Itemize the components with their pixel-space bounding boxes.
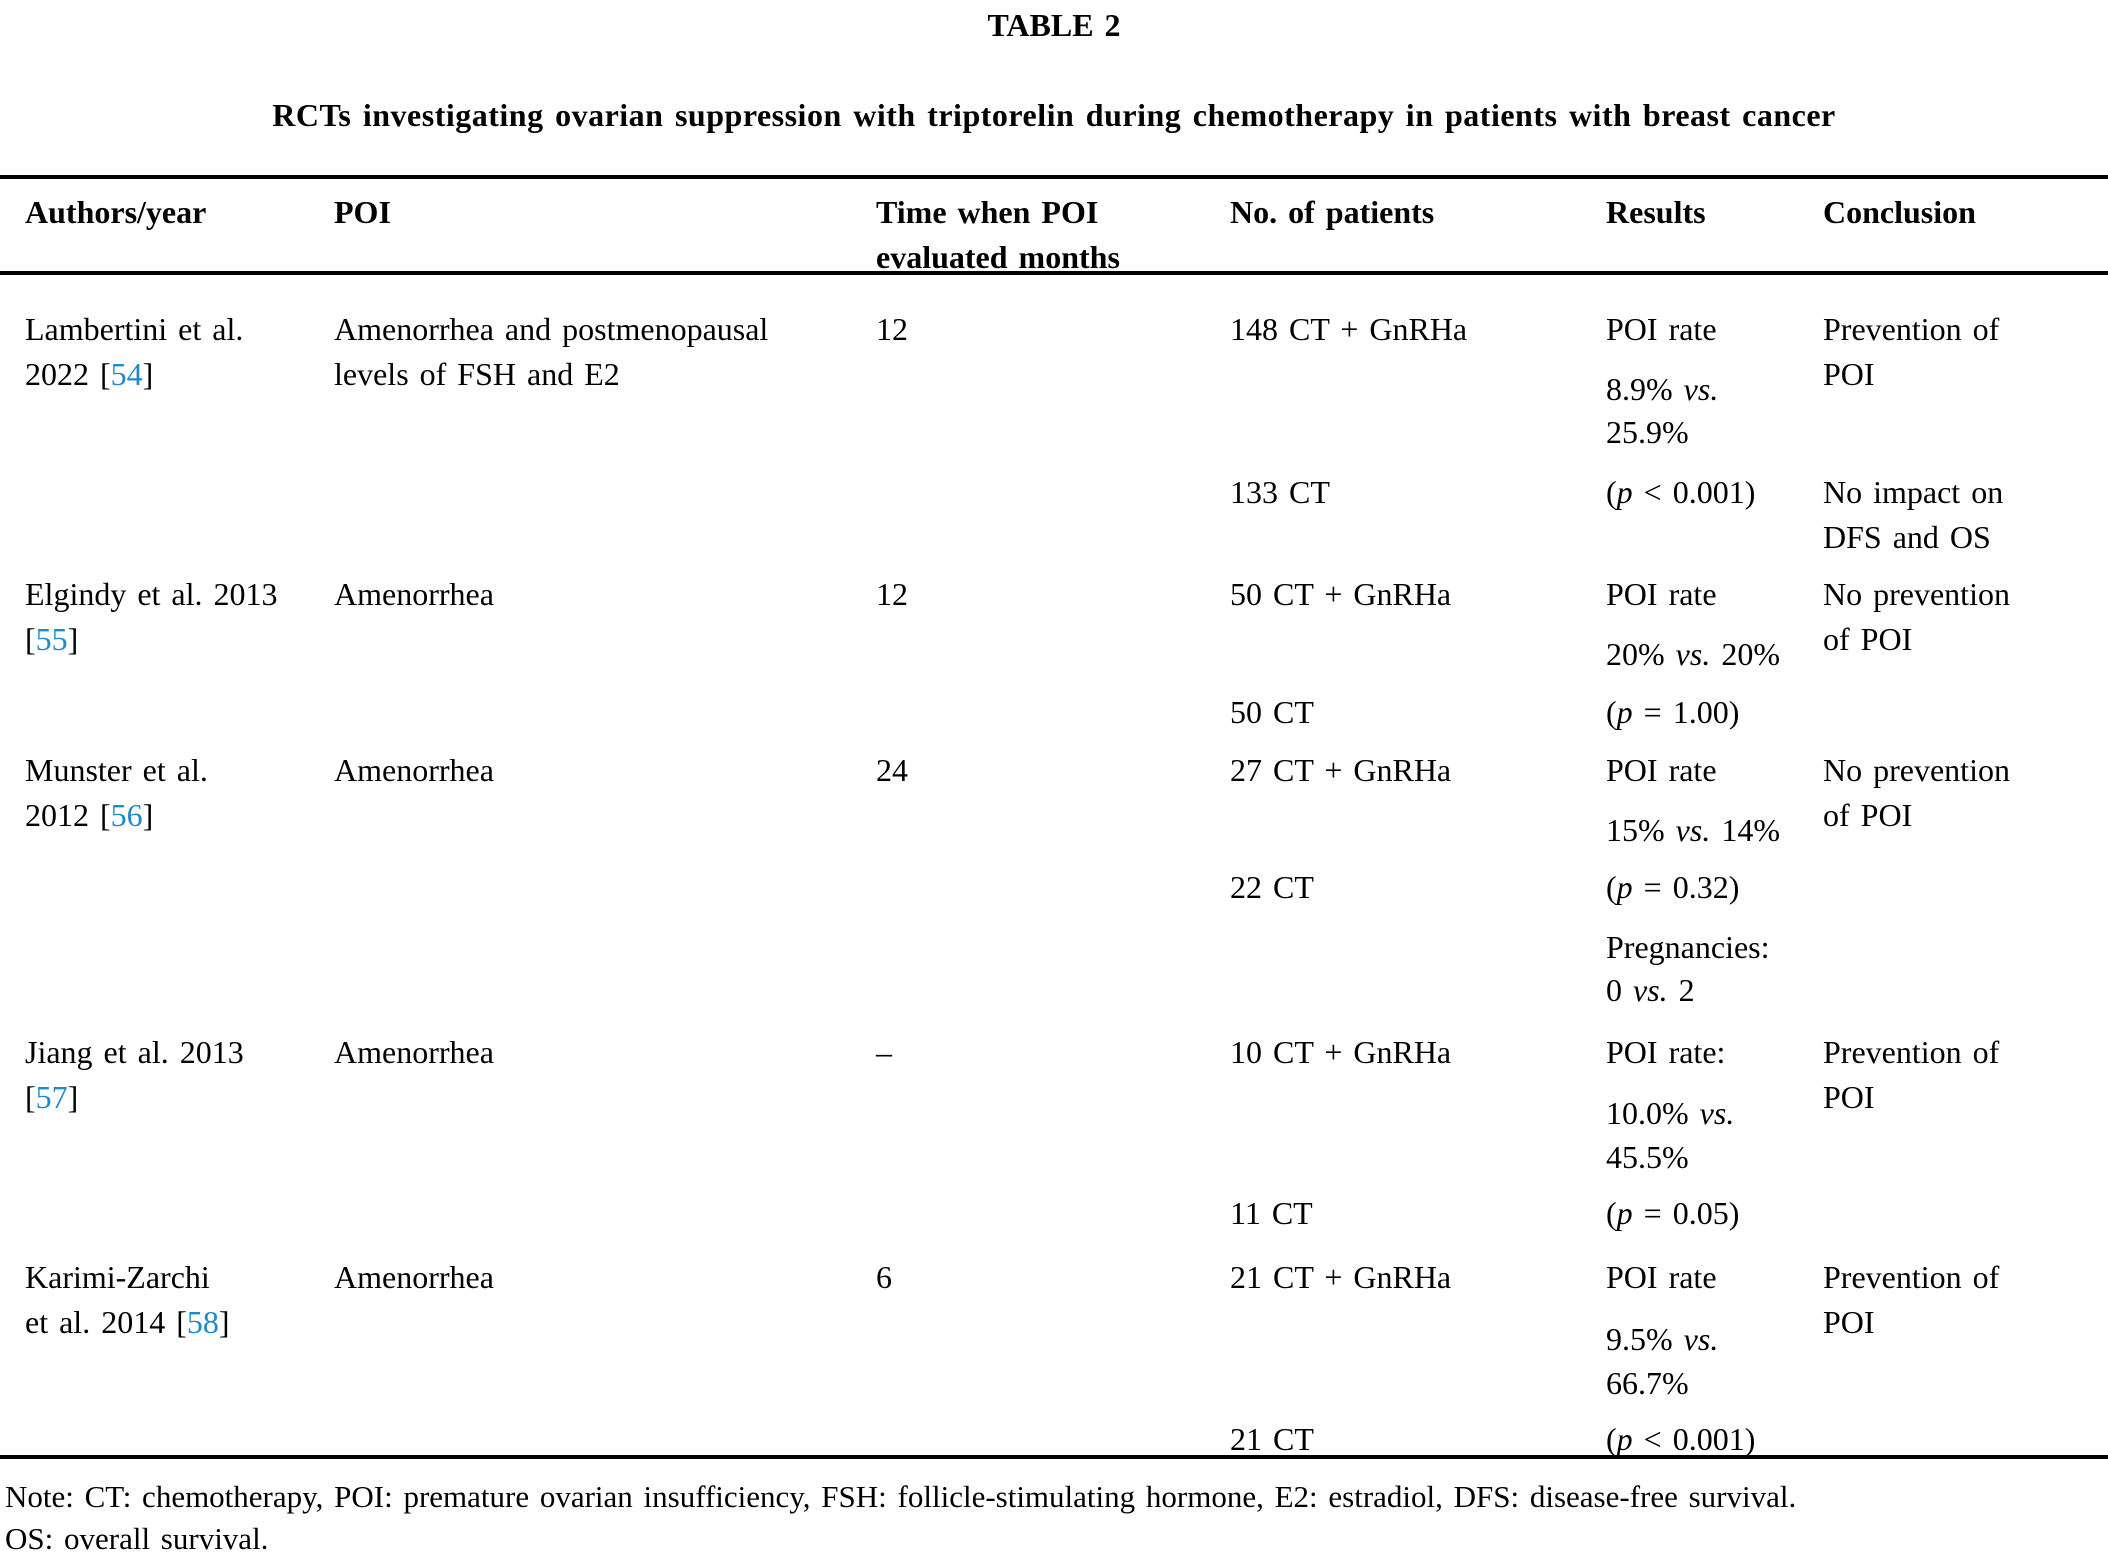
col-header-conclusion: Conclusion [1823,194,1976,230]
time-value: 12 [876,311,908,347]
col-header-time-line2: evaluated months [876,239,1120,275]
poi-line: Amenorrhea [334,576,494,612]
table-title: RCTs investigating ovarian suppression w… [272,97,1836,133]
patients-line: 11 CT [1230,1195,1313,1231]
patients-line: 21 CT + GnRHa [1230,1259,1452,1295]
time-value: – [876,1034,892,1070]
results-pvalue-line: (p < 0.001) [1606,1421,1756,1457]
table-bottom-rule [0,1455,2108,1459]
time-value: 6 [876,1259,892,1295]
poi-line: Amenorrhea [334,752,494,788]
results-line: 8.9% vs. [1606,371,1719,407]
results-line: POI rate [1606,1259,1717,1295]
results-line: POI rate: [1606,1034,1726,1070]
authors-citation-line: 2022 [54] [25,356,154,392]
reference-link[interactable]: 55 [35,621,68,657]
reference-link[interactable]: 58 [186,1304,219,1340]
conclusion-line: Prevention of [1823,1034,2000,1070]
authors-line: Lambertini et al. [25,311,244,347]
time-value: 12 [876,576,908,612]
results-pvalue-line: (p < 0.001) [1606,474,1756,510]
conclusion-line: Prevention of [1823,1259,2000,1295]
reference-link[interactable]: 54 [110,356,143,392]
patients-line: 148 CT + GnRHa [1230,311,1468,347]
results-line: Pregnancies: [1606,929,1770,965]
conclusion-line: POI [1823,356,1875,392]
results-line: 9.5% vs. [1606,1321,1719,1357]
patients-line: 27 CT + GnRHa [1230,752,1452,788]
results-line: POI rate [1606,576,1717,612]
conclusion-line: No prevention [1823,576,2010,612]
authors-citation-line: et al. 2014 [58] [25,1304,230,1340]
results-line: 10.0% vs. [1606,1095,1735,1131]
conclusion-line: POI [1823,1079,1875,1115]
results-line: 0 vs. 2 [1606,972,1695,1008]
authors-line: Karimi-Zarchi [25,1259,210,1295]
reference-link[interactable]: 57 [35,1079,68,1115]
table-label: TABLE 2 [987,7,1121,43]
results-pvalue-line: (p = 0.05) [1606,1195,1740,1231]
footnote-line-2: OS: overall survival. [5,1521,269,1555]
conclusion-line: Prevention of [1823,311,2000,347]
patients-line: 21 CT [1230,1421,1314,1457]
col-header-results: Results [1606,194,1706,230]
col-header-poi: POI [334,194,391,230]
col-header-time-line1: Time when POI [876,194,1099,230]
conclusion-line: DFS and OS [1823,519,1991,555]
results-line: 66.7% [1606,1365,1689,1401]
authors-citation-line: [55] [25,621,79,657]
patients-line: 50 CT + GnRHa [1230,576,1452,612]
authors-line: Elgindy et al. 2013 [25,576,278,612]
conclusion-line: of POI [1823,797,1913,833]
results-line: 45.5% [1606,1139,1689,1175]
reference-link[interactable]: 56 [110,797,143,833]
poi-line: Amenorrhea [334,1034,494,1070]
table-top-rule [0,175,2108,179]
conclusion-line: No impact on [1823,474,2004,510]
authors-line: Munster et al. [25,752,208,788]
col-header-patients: No. of patients [1230,194,1435,230]
patients-line: 50 CT [1230,694,1314,730]
results-line: POI rate [1606,752,1717,788]
footnote-line-1: Note: CT: chemotherapy, POI: premature o… [5,1479,1797,1514]
conclusion-line: of POI [1823,621,1913,657]
results-pvalue-line: (p = 1.00) [1606,694,1740,730]
results-line: 25.9% [1606,414,1689,450]
poi-line: Amenorrhea and postmenopausal [334,311,769,347]
patients-line: 22 CT [1230,869,1314,905]
poi-line: levels of FSH and E2 [334,356,620,392]
authors-citation-line: [57] [25,1079,79,1115]
results-line: 20% vs. 20% [1606,636,1780,672]
conclusion-line: No prevention [1823,752,2010,788]
authors-line: Jiang et al. 2013 [25,1034,244,1070]
authors-citation-line: 2012 [56] [25,797,154,833]
time-value: 24 [876,752,908,788]
patients-line: 10 CT + GnRHa [1230,1034,1452,1070]
table-header-rule [0,271,2108,275]
conclusion-line: POI [1823,1304,1875,1340]
col-header-authors: Authors/year [25,194,207,230]
results-pvalue-line: (p = 0.32) [1606,869,1740,905]
results-line: 15% vs. 14% [1606,812,1780,848]
patients-line: 133 CT [1230,474,1330,510]
poi-line: Amenorrhea [334,1259,494,1295]
results-line: POI rate [1606,311,1717,347]
